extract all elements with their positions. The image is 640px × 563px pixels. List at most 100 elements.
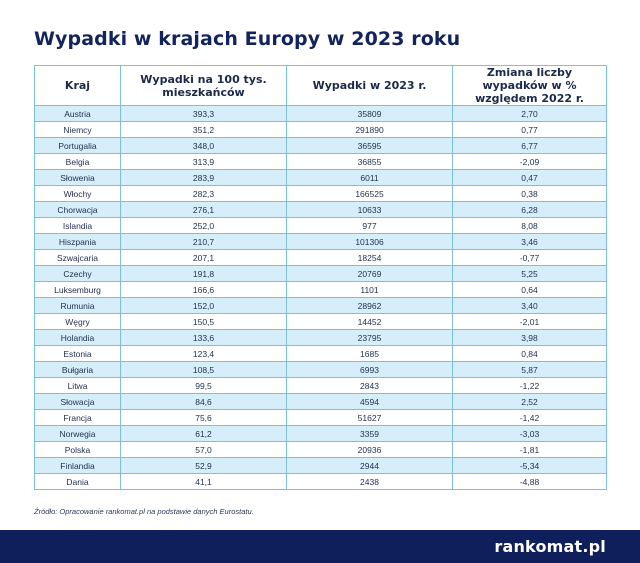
cell-country: Polska [34,441,121,458]
cell-change-percent: 8,08 [452,217,607,234]
cell-per-100k: 276,1 [120,201,287,218]
cell-accidents-2023: 6011 [286,169,453,186]
cell-change-percent: 0,64 [452,281,607,298]
cell-accidents-2023: 2944 [286,457,453,474]
cell-country: Bułgaria [34,361,121,378]
cell-country: Rumunia [34,297,121,314]
table-row: Finlandia 52,9 2944 -5,34 [34,457,607,474]
cell-accidents-2023: 36595 [286,137,453,154]
cell-per-100k: 191,8 [120,265,287,282]
cell-per-100k: 99,5 [120,377,287,394]
cell-per-100k: 283,9 [120,169,287,186]
cell-change-percent: 5,87 [452,361,607,378]
cell-per-100k: 351,2 [120,121,287,138]
cell-country: Austria [34,105,121,122]
cell-per-100k: 252,0 [120,217,287,234]
cell-accidents-2023: 977 [286,217,453,234]
table-row: Słowenia 283,9 6011 0,47 [34,169,607,186]
cell-per-100k: 108,5 [120,361,287,378]
cell-country: Portugalia [34,137,121,154]
cell-change-percent: 3,98 [452,329,607,346]
brand-logo: rankomat.pl [494,537,606,556]
cell-per-100k: 348,0 [120,137,287,154]
cell-accidents-2023: 1685 [286,345,453,362]
cell-country: Belgia [34,153,121,170]
cell-country: Chorwacja [34,201,121,218]
cell-per-100k: 152,0 [120,297,287,314]
table-body: Austria 393,3 35809 2,70 Niemcy 351,2 291890 0,… [34,105,607,490]
cell-country: Węgry [34,313,121,330]
table-row: Portugalia 348,0 36595 6,77 [34,137,607,154]
cell-per-100k: 61,2 [120,425,287,442]
cell-country: Czechy [34,265,121,282]
cell-change-percent: -0,77 [452,249,607,266]
cell-change-percent: 3,46 [452,233,607,250]
table-row: Austria 393,3 35809 2,70 [34,105,607,122]
cell-country: Niemcy [34,121,121,138]
cell-change-percent: 0,47 [452,169,607,186]
cell-country: Francja [34,409,121,426]
table-row: Luksemburg 166,6 1101 0,64 [34,281,607,298]
table-row: Islandia 252,0 977 8,08 [34,217,607,234]
cell-country: Norwegia [34,425,121,442]
cell-per-100k: 133,6 [120,329,287,346]
table-row: Rumunia 152,0 28962 3,40 [34,297,607,314]
cell-country: Estonia [34,345,121,362]
cell-per-100k: 393,3 [120,105,287,122]
cell-accidents-2023: 2438 [286,473,453,490]
table-row: Estonia 123,4 1685 0,84 [34,345,607,362]
table-row: Francja 75,6 51627 -1,42 [34,409,607,426]
header-per-100k: Wypadki na 100 tys. mieszkańców [120,65,287,106]
cell-change-percent: -5,34 [452,457,607,474]
table-row: Norwegia 61,2 3359 -3,03 [34,425,607,442]
table-row: Holandia 133,6 23795 3,98 [34,329,607,346]
cell-change-percent: -2,09 [452,153,607,170]
cell-change-percent: 5,25 [452,265,607,282]
cell-accidents-2023: 166525 [286,185,453,202]
cell-per-100k: 313,9 [120,153,287,170]
cell-accidents-2023: 1101 [286,281,453,298]
cell-per-100k: 123,4 [120,345,287,362]
cell-accidents-2023: 18254 [286,249,453,266]
header-country: Kraj [34,65,121,106]
cell-country: Słowenia [34,169,121,186]
cell-change-percent: -1,22 [452,377,607,394]
cell-accidents-2023: 20769 [286,265,453,282]
cell-change-percent: -1,81 [452,441,607,458]
cell-change-percent: 6,28 [452,201,607,218]
cell-accidents-2023: 3359 [286,425,453,442]
cell-country: Holandia [34,329,121,346]
cell-change-percent: 6,77 [452,137,607,154]
cell-change-percent: 2,52 [452,393,607,410]
cell-country: Litwa [34,377,121,394]
cell-accidents-2023: 20936 [286,441,453,458]
cell-change-percent: -2,01 [452,313,607,330]
cell-accidents-2023: 14452 [286,313,453,330]
cell-change-percent: 0,38 [452,185,607,202]
cell-change-percent: -3,03 [452,425,607,442]
cell-per-100k: 207,1 [120,249,287,266]
table-row: Belgia 313,9 36855 -2,09 [34,153,607,170]
cell-country: Słowacja [34,393,121,410]
table-header-row: Kraj Wypadki na 100 tys. mieszkańców Wyp… [34,65,607,106]
cell-accidents-2023: 2843 [286,377,453,394]
cell-change-percent: 0,77 [452,121,607,138]
cell-per-100k: 57,0 [120,441,287,458]
header-change-percent: Zmiana liczby wypadków w % względem 2022… [452,65,607,106]
footer-bar: rankomat.pl [0,530,640,563]
cell-accidents-2023: 51627 [286,409,453,426]
cell-per-100k: 282,3 [120,185,287,202]
cell-per-100k: 210,7 [120,233,287,250]
cell-country: Islandia [34,217,121,234]
cell-country: Dania [34,473,121,490]
cell-change-percent: 2,70 [452,105,607,122]
cell-accidents-2023: 101306 [286,233,453,250]
cell-country: Hiszpania [34,233,121,250]
cell-per-100k: 41,1 [120,473,287,490]
cell-country: Włochy [34,185,121,202]
table-row: Czechy 191,8 20769 5,25 [34,265,607,282]
cell-accidents-2023: 291890 [286,121,453,138]
cell-country: Luksemburg [34,281,121,298]
cell-per-100k: 52,9 [120,457,287,474]
cell-country: Szwajcaria [34,249,121,266]
